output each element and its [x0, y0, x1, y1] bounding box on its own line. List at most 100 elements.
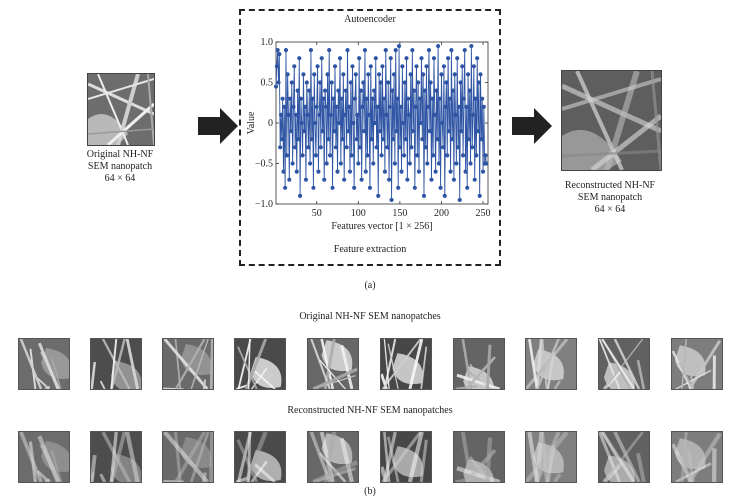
data-point	[360, 104, 365, 109]
data-point	[298, 96, 304, 101]
reconstructed-patch	[380, 431, 432, 483]
data-point	[315, 64, 320, 69]
data-point	[358, 88, 363, 93]
reconstructed-patch	[90, 431, 142, 483]
data-point	[438, 185, 443, 190]
data-point	[303, 177, 309, 182]
data-point	[282, 104, 287, 109]
data-point	[413, 104, 418, 109]
original-patch	[671, 338, 723, 390]
data-point	[362, 48, 368, 53]
data-point	[286, 112, 291, 118]
data-point	[382, 169, 388, 174]
original-patch	[525, 338, 577, 390]
data-point	[392, 161, 397, 166]
data-point	[347, 104, 352, 109]
data-point	[436, 43, 441, 49]
data-point	[419, 56, 424, 61]
data-point	[406, 112, 412, 118]
data-point	[445, 56, 451, 61]
panel-b-caption: (b)	[364, 486, 376, 497]
y-tick-label: −1.0	[255, 199, 273, 210]
data-point	[377, 129, 383, 134]
data-point	[396, 43, 402, 49]
data-point	[344, 145, 349, 150]
data-point	[333, 145, 338, 150]
data-point	[305, 112, 310, 118]
data-point	[370, 96, 375, 101]
x-tick-label: 250	[476, 208, 491, 219]
data-point	[365, 153, 370, 158]
data-point	[310, 96, 315, 101]
data-point	[440, 120, 445, 126]
data-point	[471, 64, 476, 69]
data-point	[277, 52, 282, 57]
data-point	[322, 88, 328, 93]
data-point	[447, 96, 452, 101]
data-point	[445, 153, 450, 158]
data-point	[418, 120, 423, 126]
data-point	[336, 88, 341, 93]
data-point	[319, 56, 324, 61]
data-point	[386, 177, 392, 182]
data-point	[327, 153, 333, 158]
data-point	[321, 96, 326, 101]
y-tick-label: 1.0	[261, 37, 274, 48]
data-point	[375, 104, 380, 109]
x-tick-label: 150	[392, 208, 407, 219]
data-point	[396, 185, 401, 190]
data-point	[327, 48, 332, 53]
data-point	[467, 88, 472, 93]
data-point	[291, 104, 296, 109]
data-point	[338, 161, 343, 166]
reconstructed-patch	[18, 431, 70, 483]
data-point	[426, 48, 432, 53]
data-point	[381, 137, 386, 142]
data-point	[307, 161, 313, 166]
data-point	[475, 56, 480, 61]
data-point	[311, 185, 316, 190]
reconstructed-patch-image	[561, 70, 662, 171]
data-point	[283, 185, 288, 190]
data-point	[457, 197, 462, 203]
data-point	[294, 169, 299, 174]
data-point	[466, 137, 471, 142]
data-point	[470, 112, 476, 118]
data-point	[326, 137, 331, 142]
data-point	[354, 137, 359, 142]
data-point	[357, 145, 363, 150]
panel-a-caption: (a)	[364, 280, 376, 291]
data-point	[434, 88, 439, 93]
data-point	[449, 48, 454, 53]
data-point	[408, 72, 413, 77]
data-point	[472, 177, 477, 182]
data-point	[300, 153, 305, 158]
input-patch-label: Original NH-NF SEM nanopatch 64 × 64	[60, 149, 180, 185]
data-point	[302, 129, 307, 134]
data-point	[464, 104, 469, 109]
data-point	[429, 177, 434, 182]
data-point	[422, 88, 427, 93]
data-point	[374, 145, 379, 150]
data-point	[339, 96, 344, 101]
data-point	[450, 137, 455, 142]
data-point	[470, 145, 475, 150]
data-point	[355, 112, 360, 118]
data-point	[284, 153, 289, 158]
data-point	[423, 145, 428, 150]
reconstructed-patch	[453, 431, 505, 483]
data-point	[337, 120, 342, 126]
data-point	[397, 145, 402, 150]
data-point	[331, 96, 336, 101]
feature-vector-chart: −1.0 −0.5 0 0.5 1.0 50 100 150 200 250 Features ve…	[246, 37, 491, 232]
data-point	[378, 80, 383, 85]
data-point	[275, 48, 280, 53]
reconstructed-patch	[598, 431, 650, 483]
data-point	[372, 120, 378, 126]
data-point	[460, 64, 465, 69]
data-point	[456, 104, 462, 109]
data-point	[366, 72, 371, 77]
autoencoder-title: Autoencoder	[344, 14, 396, 25]
original-patch	[307, 338, 359, 390]
data-point	[307, 88, 312, 93]
